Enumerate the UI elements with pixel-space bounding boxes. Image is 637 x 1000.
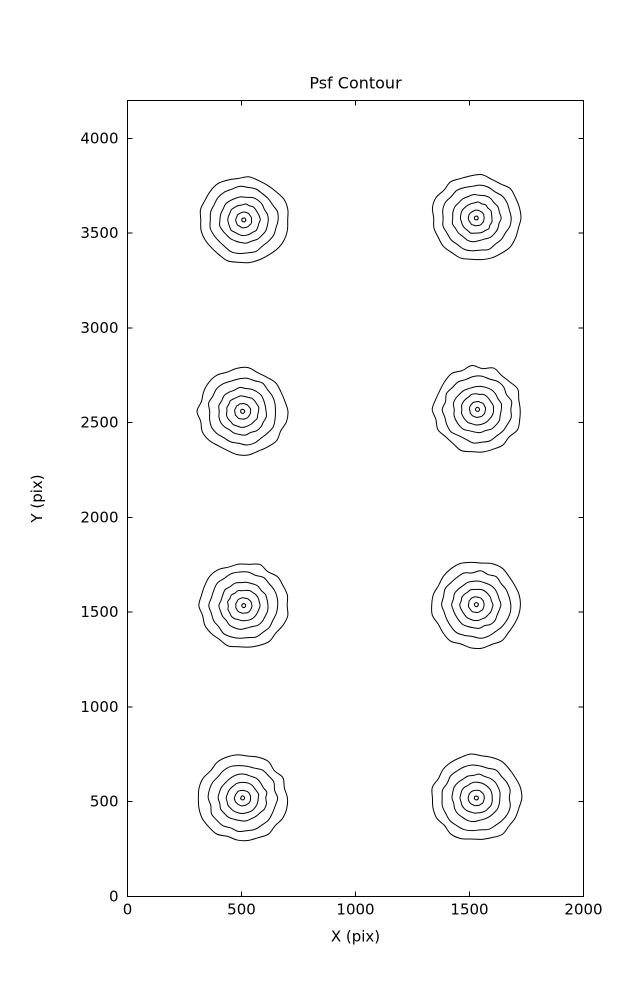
- contour-level-1: [467, 789, 485, 807]
- contour-level-0: [240, 408, 246, 414]
- psf-source-7: [197, 754, 289, 842]
- psf-source-2: [431, 173, 522, 261]
- contour-level-2: [226, 395, 260, 428]
- contour-level-0: [473, 795, 479, 801]
- contour-level-2: [227, 203, 261, 237]
- contour-level-5: [431, 753, 523, 840]
- y-tick-label: 1000: [80, 698, 118, 716]
- y-tick-label: 500: [90, 793, 119, 811]
- contour-level-5: [196, 366, 289, 456]
- contour-level-0: [241, 217, 247, 223]
- contour-level-3: [217, 773, 268, 822]
- contour-level-4: [441, 570, 512, 639]
- contour-level-0: [473, 602, 479, 608]
- contour-level-5: [431, 561, 521, 650]
- contour-level-4: [208, 571, 279, 639]
- contour-level-1: [469, 400, 487, 418]
- y-tick-label: 1500: [80, 603, 118, 621]
- y-tick-label: 2000: [80, 508, 118, 526]
- y-tick-label: 0: [109, 888, 119, 906]
- psf-source-3: [196, 366, 289, 456]
- contour-level-2: [461, 393, 495, 426]
- contour-level-0: [475, 406, 481, 412]
- contour-level-0: [241, 603, 247, 609]
- contour-level-3: [218, 581, 269, 630]
- y-tick-label: 2500: [80, 414, 118, 432]
- contour-level-5: [431, 173, 522, 261]
- y-tick-label: 3000: [80, 319, 118, 337]
- y-tick-label: 4000: [80, 129, 118, 147]
- contour-level-1: [467, 596, 485, 613]
- contour-level-2: [227, 589, 261, 622]
- x-tick-label: 0: [123, 901, 133, 919]
- contour-level-1: [234, 402, 252, 420]
- contour-level-5: [197, 754, 289, 842]
- y-axis-label: Y (pix): [28, 474, 46, 523]
- contour-level-3: [218, 386, 267, 436]
- contour-level-4: [441, 375, 513, 444]
- psf-source-4: [431, 365, 521, 453]
- contour-level-1: [235, 597, 253, 614]
- x-axis-label: X (pix): [331, 928, 380, 946]
- contour-level-5: [198, 563, 289, 648]
- contour-level-4: [208, 377, 276, 446]
- contour-level-3: [451, 580, 502, 629]
- x-tick-label: 500: [227, 901, 256, 919]
- contour-level-0: [240, 795, 246, 801]
- x-tick-label: 1500: [450, 901, 488, 919]
- contour-level-2: [225, 781, 260, 814]
- contour-level-2: [459, 781, 493, 814]
- contour-level-1: [467, 209, 485, 227]
- contour-level-2: [459, 588, 494, 622]
- contour-level-3: [452, 385, 503, 434]
- psf-source-6: [431, 561, 521, 650]
- x-tick-label: 2000: [564, 901, 602, 919]
- psf-source-8: [431, 753, 523, 840]
- contour-level-3: [451, 773, 501, 823]
- contour-level-5: [431, 365, 521, 453]
- contour-level-5: [199, 176, 289, 264]
- psf-source-1: [199, 176, 289, 264]
- contour-level-3: [219, 196, 269, 244]
- contour-level-4: [442, 184, 512, 252]
- contour-level-4: [209, 185, 279, 255]
- contour-level-4: [207, 765, 279, 833]
- contour-level-2: [459, 201, 493, 234]
- contour-level-4: [441, 764, 511, 832]
- y-tick-label: 3500: [80, 224, 118, 242]
- contour-level-0: [473, 215, 479, 221]
- psf-source-5: [198, 563, 289, 648]
- contour-level-3: [451, 194, 502, 243]
- contour-level-1: [235, 211, 253, 229]
- chart-title: Psf Contour: [309, 74, 402, 93]
- contour-level-1: [233, 789, 252, 807]
- x-tick-label: 1000: [336, 901, 374, 919]
